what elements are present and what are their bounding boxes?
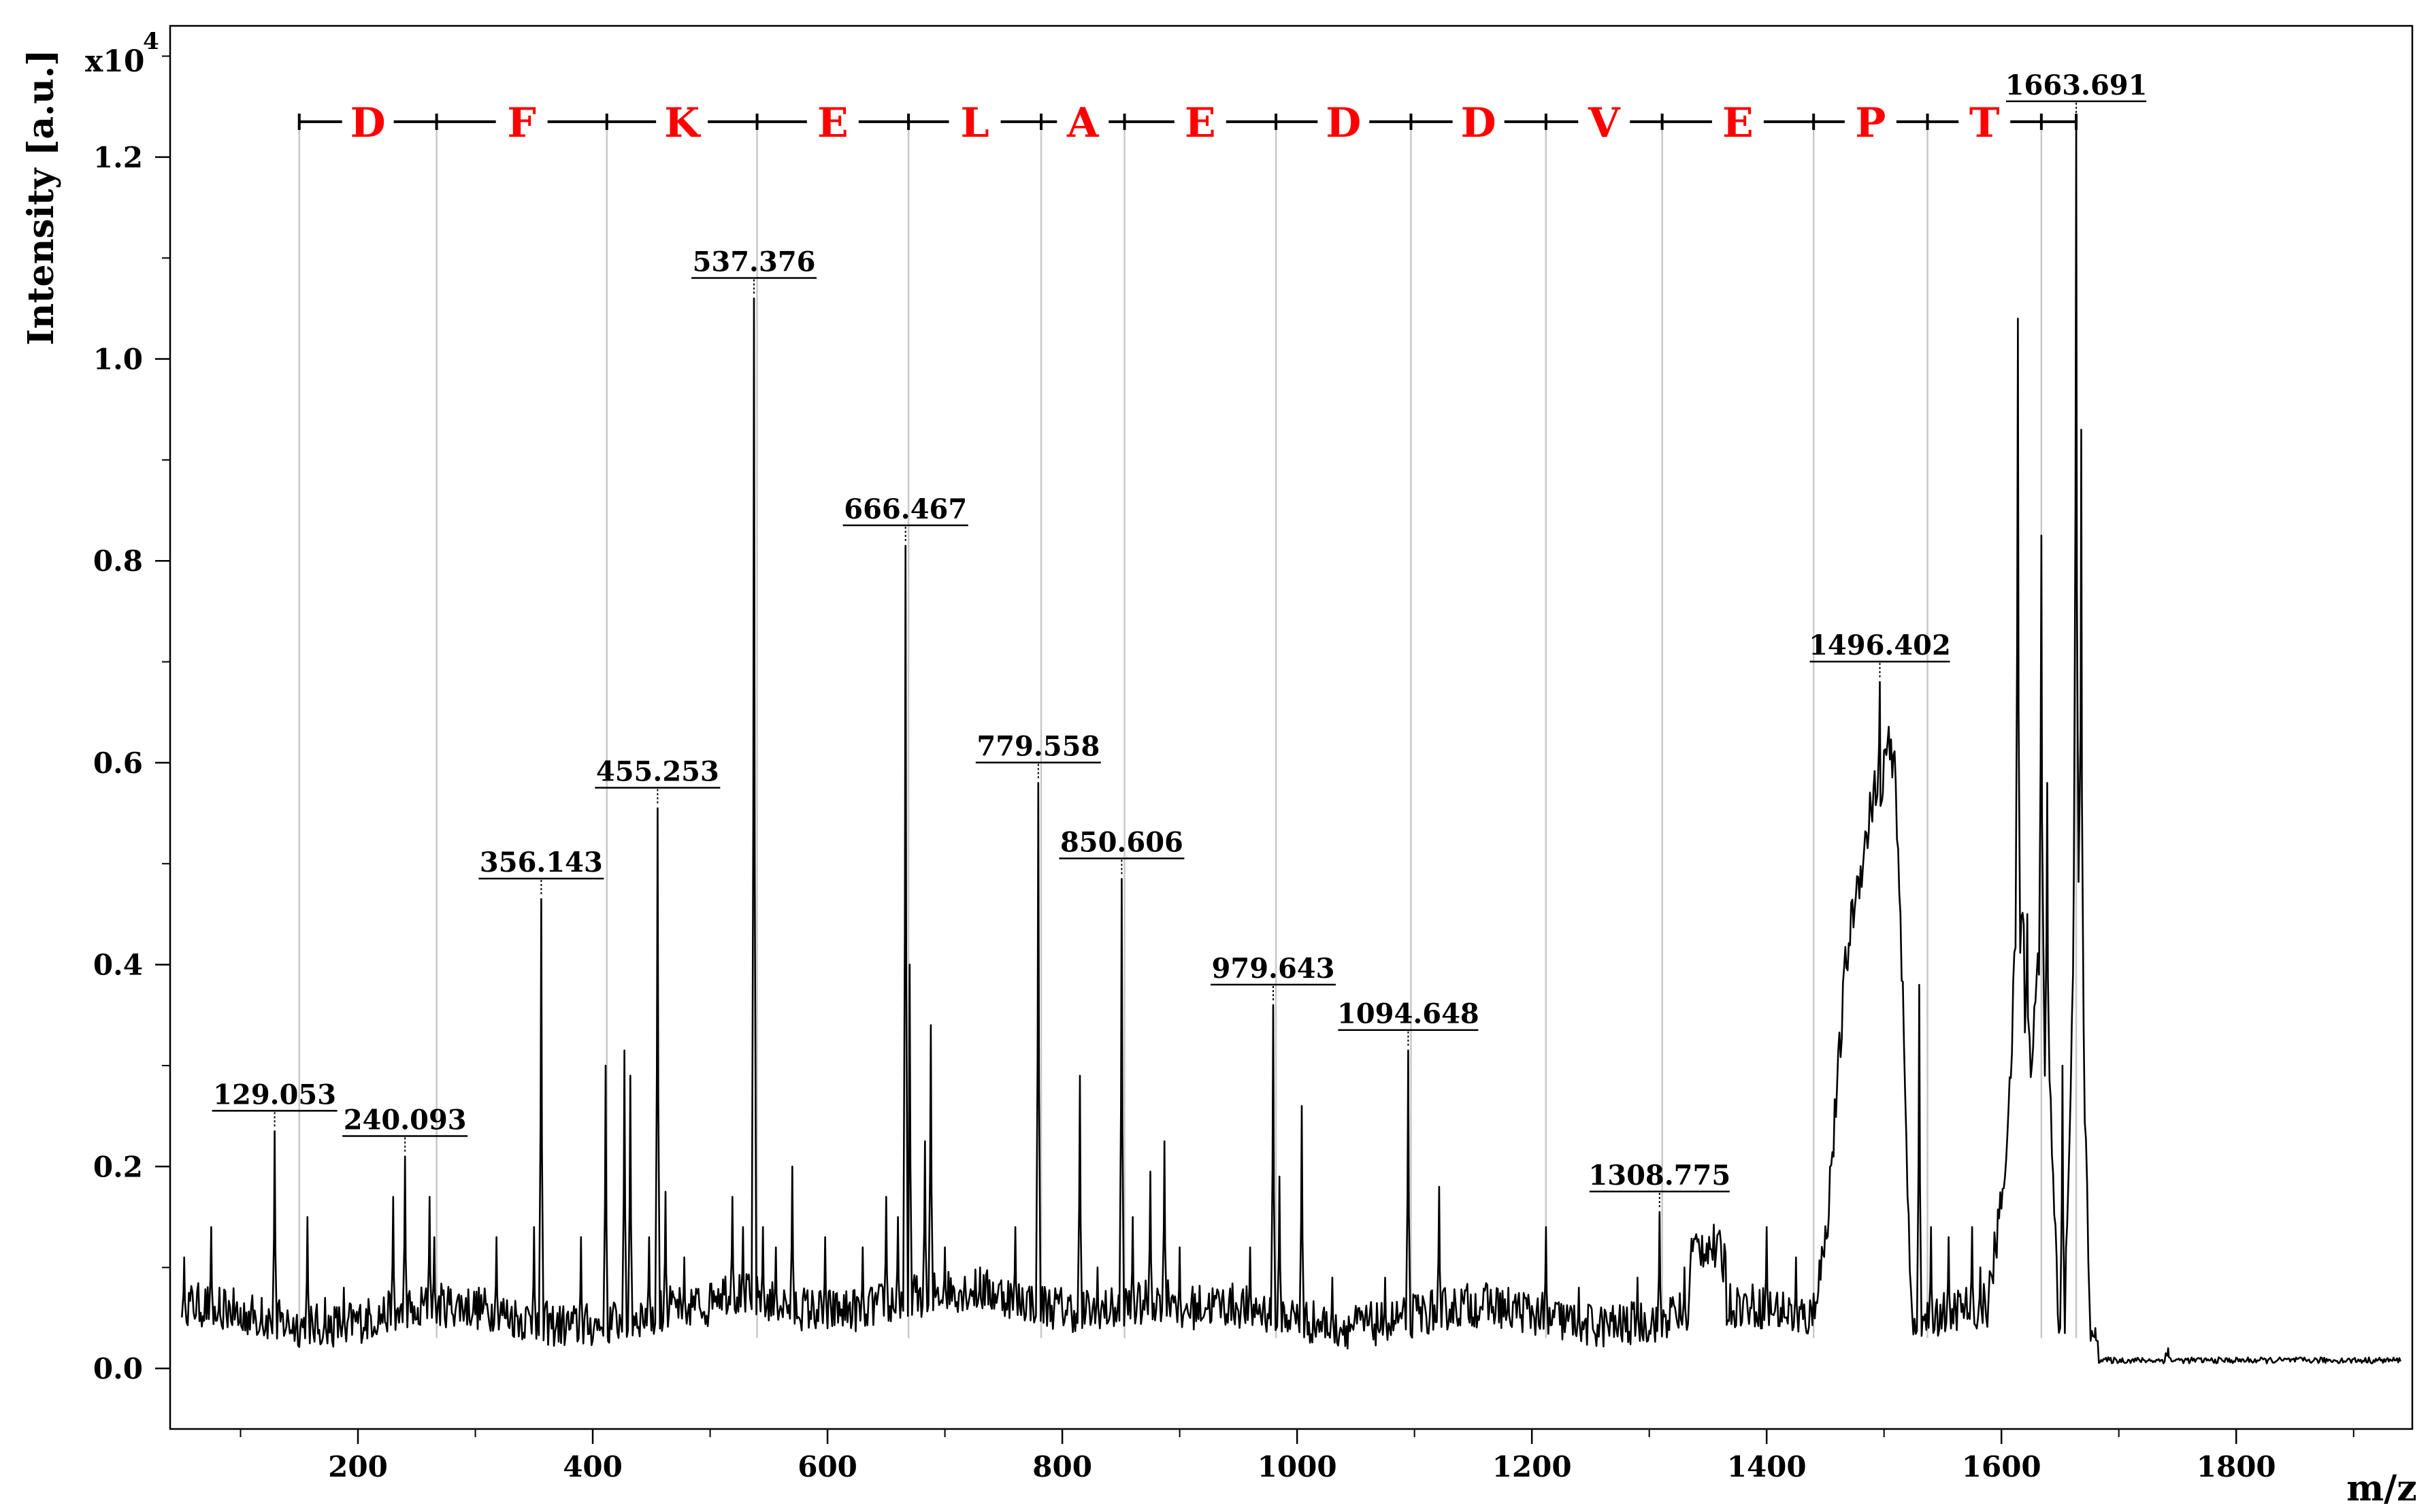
y-tick-label-3: 0.6	[93, 746, 143, 780]
ladder-residue-3: E	[817, 99, 849, 147]
y-tick-label-6: 1.2	[93, 141, 143, 174]
peak-label-12: 1663.691	[2005, 69, 2148, 101]
peak-label-0: 129.053	[213, 1079, 336, 1111]
x-tick-label-6: 1400	[1727, 1450, 1807, 1483]
x-tick-label-0: 200	[328, 1450, 388, 1483]
spectrum-line	[181, 120, 2401, 1364]
y-scale-multiplier: x10	[85, 44, 144, 79]
ladder-residue-2: K	[664, 99, 701, 147]
plot-frame	[169, 24, 2414, 1430]
x-axis-title: m/z	[2346, 1468, 2417, 1509]
ladder-residue-8: D	[1461, 99, 1496, 147]
peak-label-9: 1094.648	[1337, 998, 1479, 1030]
y-scale-exponent: 4	[143, 28, 159, 55]
y-tick-label-1: 0.2	[93, 1150, 143, 1183]
ladder-residue-5: A	[1066, 99, 1100, 147]
peak-label-3: 455.253	[596, 756, 719, 788]
y-tick-label-4: 0.8	[93, 544, 143, 578]
x-tick-label-8: 1800	[2197, 1450, 2276, 1483]
ladder-residue-12: T	[1969, 99, 2000, 147]
x-tick-label-1: 400	[563, 1450, 623, 1483]
x-tick-label-5: 1200	[1492, 1450, 1572, 1483]
x-tick-label-3: 800	[1032, 1450, 1092, 1483]
peak-label-6: 779.558	[976, 731, 1100, 763]
ladder-residue-4: L	[960, 99, 989, 147]
ladder-residue-9: V	[1588, 99, 1621, 147]
peak-label-1: 240.093	[344, 1104, 467, 1136]
ladder-residue-11: P	[1855, 99, 1886, 147]
ladder-residue-1: F	[507, 99, 536, 147]
ladder-residue-6: E	[1185, 99, 1216, 147]
y-tick-label-0: 0.0	[93, 1352, 143, 1385]
peak-label-10: 1308.775	[1588, 1160, 1730, 1191]
peak-label-4: 537.376	[693, 246, 816, 278]
y-tick-label-5: 1.0	[93, 343, 143, 376]
x-tick-label-2: 600	[798, 1450, 857, 1483]
ladder-residue-7: D	[1326, 99, 1361, 147]
y-tick-label-2: 0.4	[93, 949, 143, 982]
peak-label-2: 356.143	[480, 847, 603, 878]
peak-label-8: 979.643	[1212, 953, 1335, 985]
x-tick-label-4: 1000	[1258, 1450, 1337, 1483]
ladder-residue-10: E	[1722, 99, 1754, 147]
ladder-residue-0: D	[350, 99, 386, 147]
peak-label-7: 850.606	[1060, 827, 1183, 859]
peak-label-5: 666.467	[844, 493, 967, 525]
y-axis-title: Intensity [a.u.]	[20, 49, 62, 345]
peak-label-11: 1496.402	[1809, 629, 1951, 661]
x-tick-label-7: 1600	[1962, 1450, 2041, 1483]
